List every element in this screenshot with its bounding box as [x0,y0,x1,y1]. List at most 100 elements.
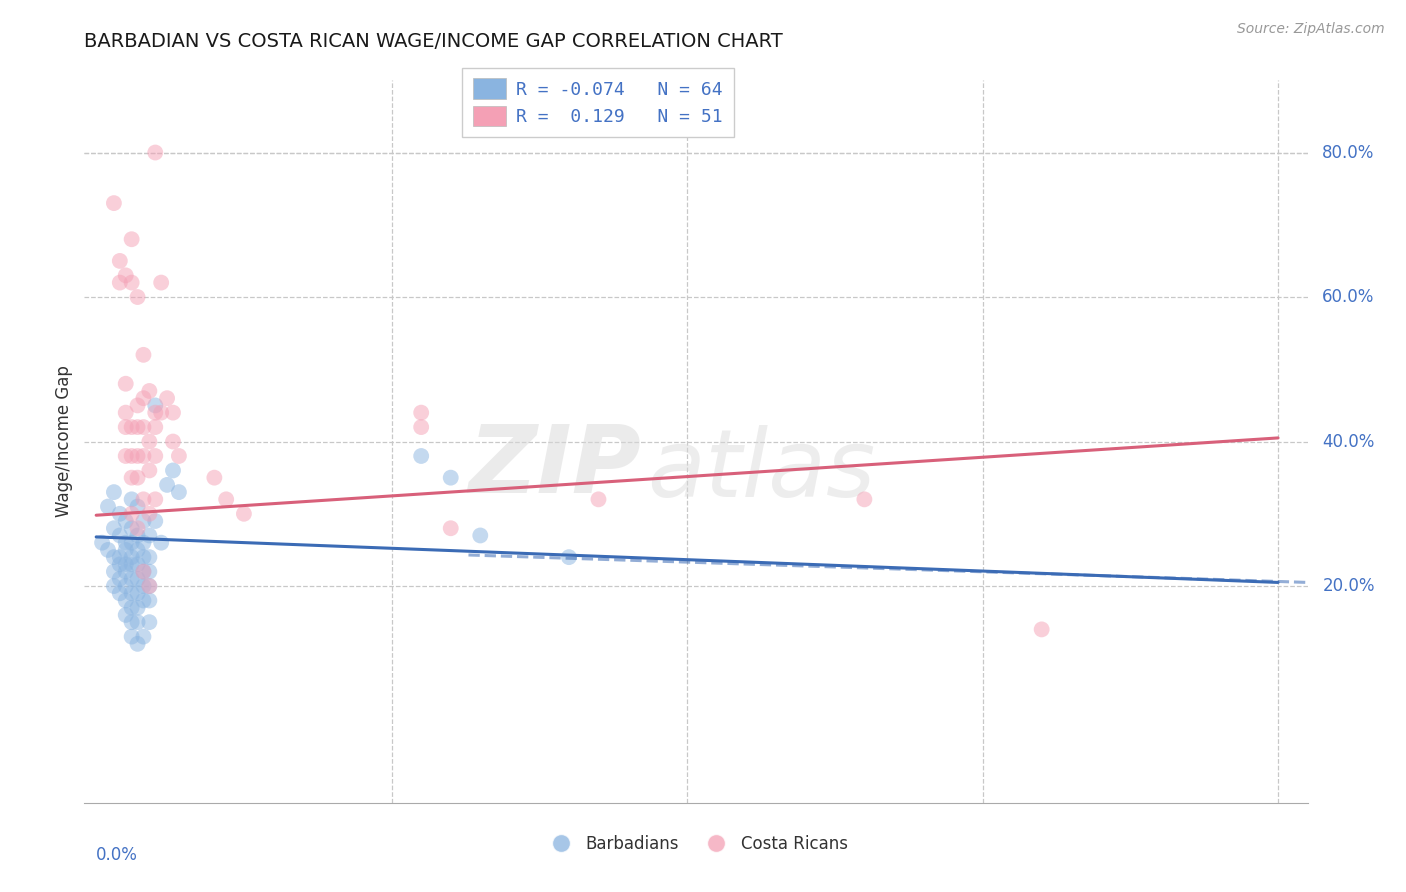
Point [132,492,155,507]
Point [103,550,125,565]
Point [121,558,143,572]
Point [138,550,160,565]
Point [127,471,149,485]
Point [91,535,114,549]
Text: 0.0%: 0.0% [96,847,138,864]
Text: BARBADIAN VS COSTA RICAN WAGE/INCOME GAP CORRELATION CHART: BARBADIAN VS COSTA RICAN WAGE/INCOME GAP… [84,32,783,52]
Point [440,521,463,535]
Point [138,528,160,542]
Point [114,593,136,607]
Point [138,565,160,579]
Point [121,586,143,600]
Point [132,565,155,579]
Point [143,492,166,507]
Point [132,593,155,607]
Point [108,586,131,600]
Point [108,550,131,565]
Point [97,542,120,557]
Point [103,565,125,579]
Point [558,550,581,565]
Point [121,471,143,485]
Point [127,398,149,412]
Point [108,528,131,542]
Point [167,485,190,500]
Text: ZIP: ZIP [468,421,641,513]
Point [121,420,143,434]
Point [150,406,173,420]
Point [127,521,149,535]
Point [440,471,463,485]
Point [114,268,136,283]
Point [108,572,131,586]
Point [114,449,136,463]
Point [121,615,143,630]
Point [114,406,136,420]
Point [114,376,136,391]
Point [108,253,131,268]
Point [103,521,125,535]
Point [1031,623,1053,637]
Text: 60.0%: 60.0% [1322,288,1375,306]
Point [127,572,149,586]
Text: 20.0%: 20.0% [1322,577,1375,595]
Point [588,492,610,507]
Point [121,521,143,535]
Point [411,449,433,463]
Point [114,542,136,557]
Point [127,449,149,463]
Legend: Barbadians, Costa Ricans: Barbadians, Costa Ricans [537,828,855,860]
Point [132,449,155,463]
Point [202,471,225,485]
Text: 40.0%: 40.0% [1322,433,1375,450]
Point [127,637,149,651]
Point [162,463,184,477]
Point [103,485,125,500]
Point [470,528,492,542]
Point [411,406,433,420]
Point [232,507,254,521]
Point [127,600,149,615]
Point [150,276,173,290]
Point [114,535,136,549]
Point [127,558,149,572]
Point [121,535,143,549]
Point [143,420,166,434]
Point [103,579,125,593]
Point [108,558,131,572]
Point [132,514,155,528]
Point [411,420,433,434]
Point [132,565,155,579]
Point [138,507,160,521]
Point [114,514,136,528]
Point [114,579,136,593]
Point [853,492,876,507]
Point [114,420,136,434]
Point [108,276,131,290]
Point [132,630,155,644]
Point [138,384,160,398]
Point [127,500,149,514]
Point [132,391,155,405]
Point [138,434,160,449]
Point [138,615,160,630]
Point [114,607,136,622]
Point [127,290,149,304]
Point [143,398,166,412]
Point [121,572,143,586]
Point [121,600,143,615]
Point [132,348,155,362]
Point [143,406,166,420]
Point [114,565,136,579]
Y-axis label: Wage/Income Gap: Wage/Income Gap [55,366,73,517]
Point [143,514,166,528]
Point [127,615,149,630]
Text: 80.0%: 80.0% [1322,144,1375,161]
Point [108,507,131,521]
Point [156,478,179,492]
Point [103,196,125,211]
Point [162,406,184,420]
Point [143,145,166,160]
Point [127,528,149,542]
Point [132,420,155,434]
Point [167,449,190,463]
